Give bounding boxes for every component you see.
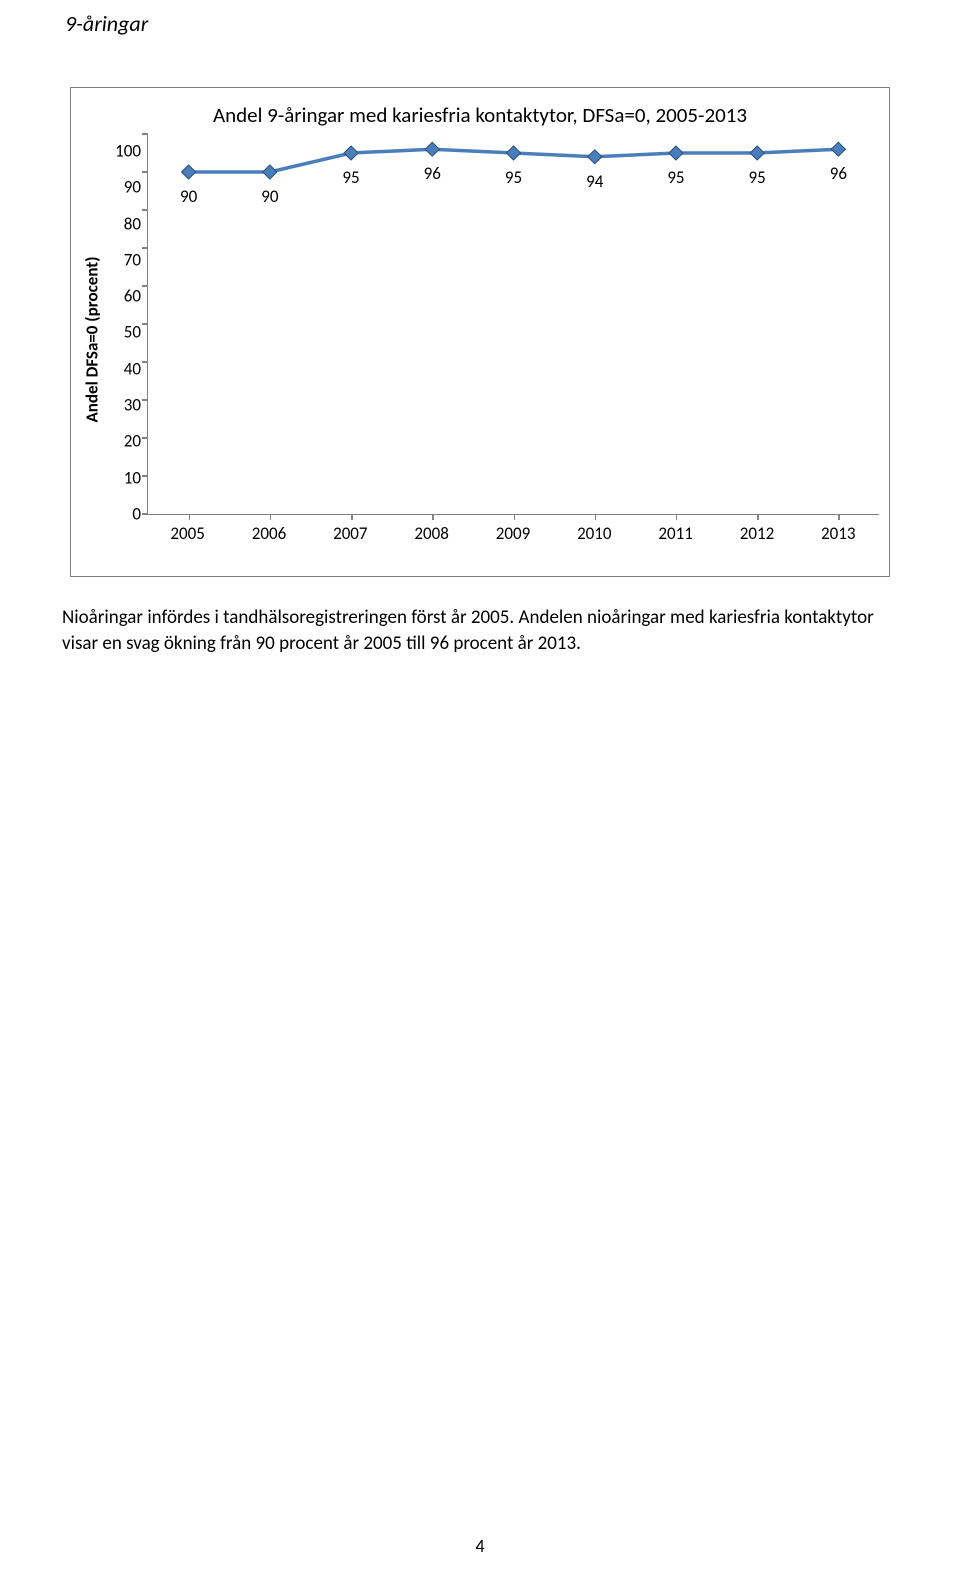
y-tick-label: 80 [124,215,141,232]
x-tick-label: 2012 [716,523,797,544]
chart-data-label: 95 [749,167,766,188]
plot-cell: 909095969594959596 200520062007200820092… [147,134,879,544]
plot-area: 90 90 95 96 95 94 95 95 96 [147,134,879,515]
chart-marker [425,142,439,156]
y-tick-label: 60 [124,288,141,305]
section-heading: 9-åringar [65,10,900,37]
page: 9-åringar Andel 9-åringar med kariesfria… [0,0,960,1575]
y-tick-label: 10 [124,469,141,486]
x-tick-mark [351,514,353,520]
y-tick-mark [142,513,148,515]
chart-title: Andel 9-åringar med kariesfria kontaktyt… [81,102,879,128]
y-tick-label: 30 [124,397,141,414]
y-tick-mark [142,475,148,477]
x-tick-label: 2013 [798,523,879,544]
y-tick-mark [142,171,148,173]
chart-marker [669,146,683,160]
y-tick-mark [142,133,148,135]
y-axis-label-cell: Andel DFSa=0 (procent) [81,134,103,544]
y-tick-label: 40 [124,360,141,377]
x-tick-label: 2006 [228,523,309,544]
x-tick-mark [432,514,434,520]
y-axis-ticks: 1009080706050403020100 [103,134,147,514]
y-axis-label: Andel DFSa=0 (procent) [82,256,103,422]
chart-marker [750,146,764,160]
chart-marker [263,165,277,179]
chart-data-label: 90 [261,186,278,207]
x-axis-labels: 200520062007200820092010201120122013 [147,523,879,544]
x-tick-mark [270,514,272,520]
y-tick-mark [142,437,148,439]
x-tick-label: 2008 [391,523,472,544]
chart-svg [148,134,879,514]
y-tick-mark [142,209,148,211]
y-tick-mark [142,399,148,401]
x-tick-label: 2005 [147,523,228,544]
y-tick-label: 70 [124,251,141,268]
y-tick-mark [142,361,148,363]
x-tick-mark [676,514,678,520]
chart-data-label: 96 [424,163,441,184]
body-paragraph: Nioåringar infördes i tandhälsoregistrer… [62,605,882,656]
y-tick-label: 100 [115,143,141,160]
x-tick-label: 2010 [554,523,635,544]
x-tick-label: 2009 [472,523,553,544]
chart-marker [182,165,196,179]
x-tick-label: 2011 [635,523,716,544]
x-tick-mark [838,514,840,520]
chart-plot-row: Andel DFSa=0 (procent) 10090807060504030… [81,134,879,544]
x-tick-label: 2007 [310,523,391,544]
chart-data-label: 94 [586,171,603,192]
chart-marker [831,142,845,156]
chart-data-label: 95 [505,167,522,188]
chart-container: Andel 9-åringar med kariesfria kontaktyt… [70,87,890,577]
x-tick-mark [189,514,191,520]
x-tick-mark [595,514,597,520]
y-tick-mark [142,247,148,249]
y-tick-mark [142,323,148,325]
x-tick-mark [757,514,759,520]
chart-data-label: 96 [830,163,847,184]
y-tick-label: 90 [124,179,141,196]
chart-marker [344,146,358,160]
y-tick-label: 0 [132,505,141,522]
y-tick-label: 50 [124,324,141,341]
chart-data-label: 90 [180,186,197,207]
y-tick-label: 20 [124,433,141,450]
y-tick-mark [142,285,148,287]
chart-marker [506,146,520,160]
page-number: 4 [0,1535,960,1557]
x-tick-mark [514,514,516,520]
chart-data-label: 95 [342,167,359,188]
chart-data-label: 95 [667,167,684,188]
chart-marker [588,150,602,164]
